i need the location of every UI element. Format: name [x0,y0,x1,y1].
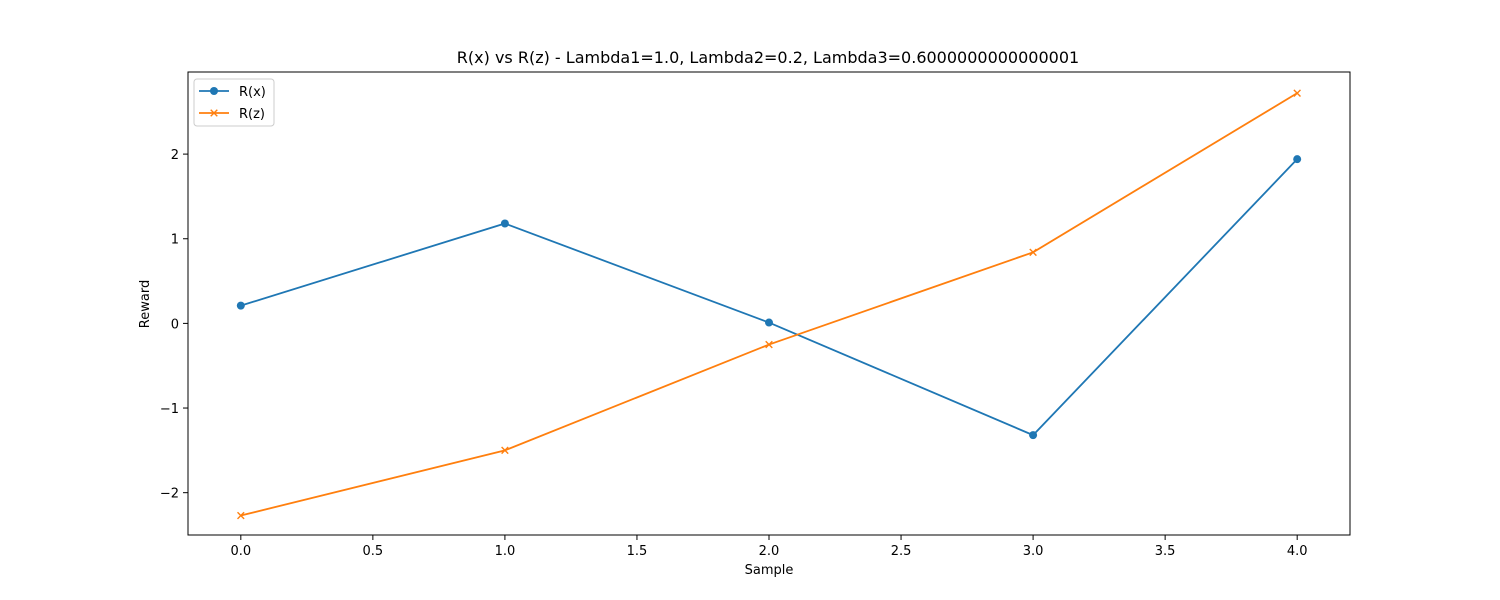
x-tick-label: 2.5 [891,544,912,559]
data-point-rz [765,340,773,349]
x-tick-label: 1.0 [495,544,516,559]
legend-marker-rz [210,109,218,117]
y-tick-label: 1 [171,233,179,248]
y-tick-label: 0 [171,317,179,332]
x-tick-label: 0.0 [230,544,251,559]
y-axis-ticks: −2 −1 0 1 2 [160,148,188,502]
data-point-rx [236,301,245,310]
y-tick-label: −1 [160,402,179,417]
x-tick-label: 2.0 [759,544,780,559]
series-layer [236,89,1302,520]
data-point-rz [1029,248,1037,257]
plot-frame [187,71,1351,536]
data-point-rx [500,219,509,228]
y-axis-label: Reward [138,280,153,328]
x-tick-label: 3.5 [1155,544,1176,559]
x-tick-label: 0.5 [363,544,384,559]
y-tick-label: 2 [171,148,179,163]
plot-area [188,72,1350,535]
y-tick-label: −2 [160,487,179,502]
legend-label-rz: R(z) [239,107,265,122]
legend-marker-rx [210,87,218,95]
x-tick-label: 1.5 [627,544,648,559]
data-point-rz [501,446,509,455]
x-tick-label: 3.0 [1023,544,1044,559]
legend: R(x) R(z) [193,78,275,127]
data-point-rz [1293,89,1301,97]
x-axis-label: Sample [745,563,794,578]
data-point-rx [1293,155,1302,164]
data-point-rz [237,511,245,520]
data-point-rx [1029,431,1038,440]
legend-label-rx: R(x) [239,85,266,100]
x-axis-ticks: 0.0 0.5 1.0 1.5 2.0 2.5 3.0 3.5 4.0 [230,535,1308,559]
chart-title: R(x) vs R(z) - Lambda1=1.0, Lambda2=0.2,… [457,48,1079,67]
x-tick-label: 4.0 [1287,544,1308,559]
data-point-rx [765,318,773,327]
